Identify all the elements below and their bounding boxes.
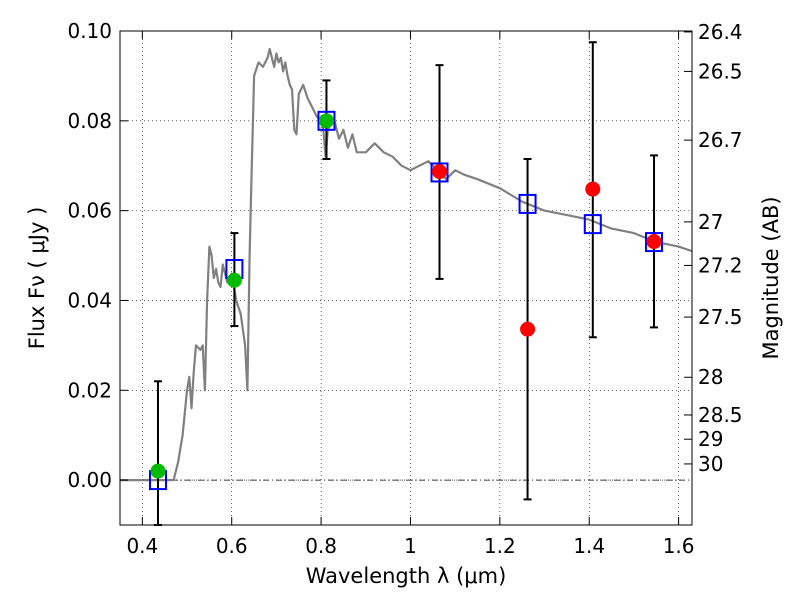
- x-tick-label: 1: [404, 534, 417, 558]
- detection-point: [150, 463, 166, 479]
- x-tick-label: 1.2: [484, 534, 516, 558]
- model-box: [430, 162, 449, 183]
- detection-point: [226, 272, 242, 288]
- x-tick-label: 1.4: [573, 534, 605, 558]
- data-points: [150, 113, 662, 479]
- x-tick-label: 1.6: [663, 534, 695, 558]
- y-axis-label: Flux Fν ( μJy ): [25, 207, 49, 350]
- magnitude-tick-label: 26.4: [698, 20, 743, 44]
- model-box: [518, 193, 537, 214]
- magnitude-axis-label: Magnitude (AB): [759, 196, 783, 359]
- magnitude-tick-label: 26.7: [698, 128, 743, 152]
- magnitude-tick-label: 29: [698, 427, 723, 451]
- magnitude-tick-label: 27.5: [698, 305, 743, 329]
- y-tick-label: 0.02: [67, 378, 112, 402]
- y-tick-label: 0.04: [67, 288, 112, 312]
- magnitude-tick-label: 26.5: [698, 59, 743, 83]
- upper-limit-point: [646, 234, 662, 250]
- x-axis-label: Wavelength λ (μm): [306, 564, 507, 588]
- x-tick-label: 0.4: [126, 534, 158, 558]
- magnitude-tick-label: 28: [698, 365, 723, 389]
- upper-limit-point: [520, 321, 536, 337]
- model-box: [583, 214, 602, 235]
- magnitude-tick-label: 27: [698, 210, 723, 234]
- magnitude-tick-label: 30: [698, 452, 723, 476]
- model-box: [317, 110, 336, 131]
- x-tick-label: 0.8: [305, 534, 337, 558]
- y-tick-label: 0.10: [67, 19, 112, 43]
- y-tick-label: 0.00: [67, 468, 112, 492]
- sed-template-line: [120, 47, 692, 482]
- detection-point: [318, 113, 334, 129]
- y-tick-label: 0.08: [67, 109, 112, 133]
- plot-frame: [119, 30, 693, 526]
- x-axis-ticks: 0.4 0.6 0.8 1 1.2 1.4 1.6: [126, 31, 695, 558]
- model-box: [645, 232, 664, 253]
- y-tick-label: 0.06: [67, 199, 112, 223]
- grid-lines: [120, 30, 692, 525]
- magnitude-tick-label: 28.5: [698, 403, 743, 427]
- y-axis-ticks: 0.00 0.02 0.04 0.06 0.08 0.10: [67, 19, 128, 492]
- x-tick-label: 0.6: [216, 534, 248, 558]
- upper-limit-point: [585, 181, 601, 197]
- upper-limit-point: [432, 164, 448, 180]
- magnitude-tick-label: 27.2: [698, 253, 743, 277]
